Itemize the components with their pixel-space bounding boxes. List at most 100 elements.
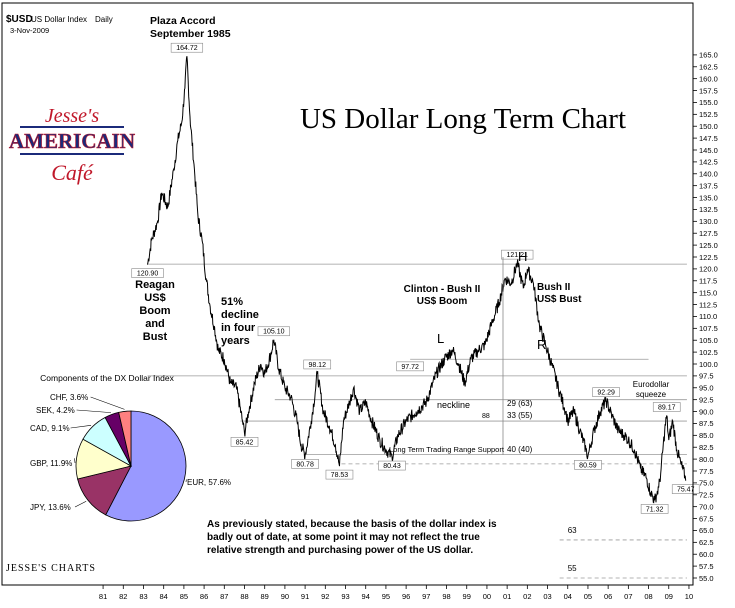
y-tick-label-28: 125.0 <box>699 241 718 250</box>
point-label-text: 75.47 <box>677 487 695 494</box>
point-label-text: 78.53 <box>331 472 349 479</box>
x-tick-label-28: 09 <box>665 592 673 601</box>
point-label-3: 105.10 <box>257 326 290 337</box>
level-labels: 63 55 <box>568 526 577 573</box>
y-tick-label-32: 135.0 <box>699 193 718 202</box>
point-label-box <box>230 437 259 447</box>
chart-title: US Dollar Long Term Chart <box>300 103 626 135</box>
pie-label-eur: EUR, 57.6% <box>187 478 231 487</box>
point-label-7: 80.43 <box>378 460 406 471</box>
point-label-text: 120.90 <box>137 271 159 278</box>
y-tick-label-29: 127.5 <box>699 229 718 238</box>
annotation-reagan: Reagan US$ Boom and Bust <box>135 279 175 343</box>
x-tick-label-2: 83 <box>139 592 147 601</box>
point-label-9: 121.21 <box>501 249 534 260</box>
logo-line3: Café <box>51 160 94 185</box>
y-tick-label-4: 65.0 <box>699 526 714 535</box>
y-tick-label-37: 147.5 <box>699 134 718 143</box>
point-label-text: 92.29 <box>597 390 615 397</box>
y-tick-label-2: 60.0 <box>699 550 714 559</box>
point-label-0: 120.90 <box>131 268 164 278</box>
point-label-text: 80.59 <box>579 462 597 469</box>
decline-line1: 51% <box>221 296 243 308</box>
y-tick-label-39: 152.5 <box>699 110 718 119</box>
x-tick-label-20: 01 <box>503 592 511 601</box>
point-label-12: 71.32 <box>640 504 669 514</box>
point-label-text: 89.17 <box>658 405 676 412</box>
price-line <box>147 56 687 504</box>
header-period: Daily <box>95 15 113 24</box>
x-tick-label-13: 94 <box>362 592 370 601</box>
y-tick-label-9: 77.5 <box>699 467 714 476</box>
point-label-box <box>652 402 681 412</box>
point-label-box <box>378 460 406 471</box>
y-tick-label-42: 160.0 <box>699 74 718 83</box>
measure-label-4: 88 <box>482 413 490 420</box>
head-shoulders-pattern: L H R neckline 29 (63) 33 (55) 40 (40) 8… <box>437 249 546 455</box>
x-tick-label-3: 84 <box>160 592 168 601</box>
annotation-bush: Bush II US$ Bust <box>537 282 582 305</box>
point-label-13: 89.17 <box>652 402 681 412</box>
point-label-text: 164.72 <box>176 45 198 52</box>
measure-label-1: 29 (63) <box>507 399 533 408</box>
y-tick-label-25: 117.5 <box>699 277 717 286</box>
point-label-text: 71.32 <box>646 506 664 513</box>
point-label-text: 98.12 <box>308 362 326 369</box>
point-label-10: 80.59 <box>574 460 602 470</box>
x-tick-label-11: 92 <box>321 592 329 601</box>
y-tick-label-19: 102.5 <box>699 348 718 357</box>
caveat-note: As previously stated, because the basis … <box>207 519 497 556</box>
head-label: H <box>518 249 527 264</box>
y-tick-label-8: 75.0 <box>699 479 714 488</box>
clinton-line1: Clinton - Bush II <box>404 284 481 295</box>
clinton-line2: US$ Boom <box>417 296 468 307</box>
y-tick-label-14: 90.0 <box>699 407 714 416</box>
y-tick-label-38: 150.0 <box>699 122 718 131</box>
y-tick-label-31: 132.5 <box>699 205 718 214</box>
point-label-14: 75.47 <box>671 484 700 494</box>
y-tick-label-44: 165.0 <box>699 51 718 60</box>
right-shoulder-label: R <box>537 337 546 352</box>
decline-line2: decline <box>221 309 259 321</box>
x-tick-label-8: 89 <box>261 592 269 601</box>
y-tick-label-12: 85.0 <box>699 431 714 440</box>
y-tick-label-20: 105.0 <box>699 336 718 345</box>
decline-line3: in four <box>221 322 256 334</box>
y-tick-label-13: 87.5 <box>699 419 714 428</box>
point-label-11: 92.29 <box>592 387 620 397</box>
decline-line4: years <box>221 335 250 347</box>
y-tick-label-15: 92.5 <box>699 395 714 404</box>
chart-header: $USD US Dollar Index Daily 3-Nov-2009 <box>6 14 113 35</box>
x-tick-label-29: 10 <box>685 592 693 601</box>
y-axis: 55.0 57.5 60.0 62.5 65.0 67.5 70.0 72.5 75.0 77.5… <box>692 3 718 585</box>
pie-label-cad: CAD, 9.1% <box>30 424 70 433</box>
point-label-text: 80.43 <box>383 463 401 470</box>
header-symbol: $USD <box>6 14 33 25</box>
x-tick-label-18: 99 <box>463 592 471 601</box>
point-label-box <box>501 249 534 260</box>
left-shoulder-label: L <box>437 331 444 346</box>
x-tick-label-9: 90 <box>281 592 289 601</box>
y-tick-label-22: 110.0 <box>699 312 717 321</box>
x-tick-label-24: 05 <box>584 592 592 601</box>
y-tick-label-43: 162.5 <box>699 63 718 72</box>
x-tick-label-0: 81 <box>99 592 107 601</box>
pie-labels: EUR, 57.6% JPY, 13.6% GBP, 11.9% CAD, 9.1% S… <box>30 393 231 512</box>
logo-line1: Jesse's <box>45 105 99 127</box>
y-tick-label-6: 70.0 <box>699 502 714 511</box>
header-name: US Dollar Index <box>31 15 87 24</box>
americain-cafe-logo: Jesse's AMERICAIN Café <box>9 105 136 185</box>
x-tick-label-14: 95 <box>382 592 390 601</box>
x-tick-label-6: 87 <box>220 592 228 601</box>
x-tick-label-7: 88 <box>240 592 248 601</box>
point-label-box <box>396 361 424 372</box>
pie-leader-chf <box>90 396 125 410</box>
reagan-line3: Boom <box>139 305 170 317</box>
x-tick-label-12: 93 <box>341 592 349 601</box>
bush-line1: Bush II <box>537 282 571 293</box>
pie-leader-sek <box>76 409 112 413</box>
annotation-clinton: Clinton - Bush II US$ Boom <box>404 284 481 307</box>
y-tick-label-34: 140.0 <box>699 170 718 179</box>
x-tick-label-15: 96 <box>402 592 410 601</box>
